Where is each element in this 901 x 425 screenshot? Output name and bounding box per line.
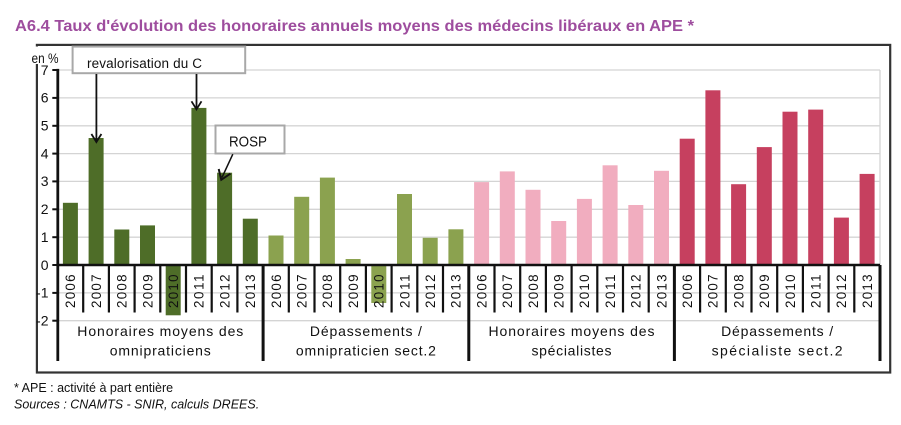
svg-text:2007: 2007 (295, 274, 310, 308)
svg-text:2010: 2010 (577, 274, 592, 308)
svg-text:ROSP: ROSP (229, 134, 267, 151)
svg-text:2: 2 (41, 201, 49, 217)
svg-text:2009: 2009 (552, 274, 567, 308)
svg-text:Dépassements /: Dépassements / (721, 323, 833, 339)
svg-text:4: 4 (41, 145, 49, 161)
svg-text:spécialistes: spécialistes (532, 342, 612, 358)
svg-text:Honoraires moyens des: Honoraires moyens des (77, 323, 243, 339)
svg-text:2010: 2010 (783, 274, 798, 308)
svg-text:2013: 2013 (860, 274, 875, 308)
svg-text:2006: 2006 (269, 274, 284, 308)
svg-text:2012: 2012 (629, 274, 644, 308)
svg-text:2006: 2006 (474, 274, 489, 308)
svg-text:Dépassements /: Dépassements / (310, 323, 422, 339)
svg-text:2006: 2006 (680, 274, 695, 308)
svg-text:A6.4 Taux d'évolution des hono: A6.4 Taux d'évolution des honoraires ann… (15, 18, 695, 35)
svg-text:3: 3 (41, 173, 49, 189)
svg-text:2008: 2008 (526, 274, 541, 308)
svg-text:2008: 2008 (115, 274, 130, 308)
svg-text:2012: 2012 (423, 274, 438, 308)
svg-text:2013: 2013 (243, 274, 258, 308)
svg-text:2007: 2007 (500, 274, 515, 308)
svg-text:5: 5 (41, 118, 49, 134)
svg-text:omnipraticien sect.2: omnipraticien sect.2 (296, 342, 436, 358)
svg-text:2010: 2010 (372, 274, 387, 308)
svg-text:2012: 2012 (834, 274, 849, 308)
svg-text:omnipraticiens: omnipraticiens (110, 342, 211, 358)
svg-text:2008: 2008 (731, 274, 746, 308)
svg-text:2007: 2007 (89, 274, 104, 308)
svg-text:2012: 2012 (217, 274, 232, 308)
svg-text:-2: -2 (36, 313, 49, 329)
svg-text:Sources : CNAMTS - SNIR, calcu: Sources : CNAMTS - SNIR, calculs DREES. (14, 398, 259, 412)
svg-text:7: 7 (41, 62, 49, 78)
svg-text:1: 1 (41, 229, 49, 245)
svg-text:2008: 2008 (320, 274, 335, 308)
svg-text:2009: 2009 (346, 274, 361, 308)
svg-text:-1: -1 (36, 285, 49, 301)
svg-text:2009: 2009 (140, 274, 155, 308)
svg-text:Honoraires moyens des: Honoraires moyens des (489, 323, 655, 339)
svg-text:0: 0 (41, 257, 49, 273)
svg-text:2006: 2006 (63, 274, 78, 308)
svg-text:2013: 2013 (449, 274, 464, 308)
svg-text:6: 6 (41, 90, 49, 106)
svg-text:* APE : activité à part entièr: * APE : activité à part entière (14, 381, 173, 395)
svg-text:2007: 2007 (706, 274, 721, 308)
svg-text:2013: 2013 (654, 274, 669, 308)
svg-text:2009: 2009 (757, 274, 772, 308)
svg-text:2010: 2010 (166, 274, 181, 308)
svg-text:revalorisation du C: revalorisation du C (87, 56, 202, 71)
svg-text:en %: en % (32, 50, 59, 66)
